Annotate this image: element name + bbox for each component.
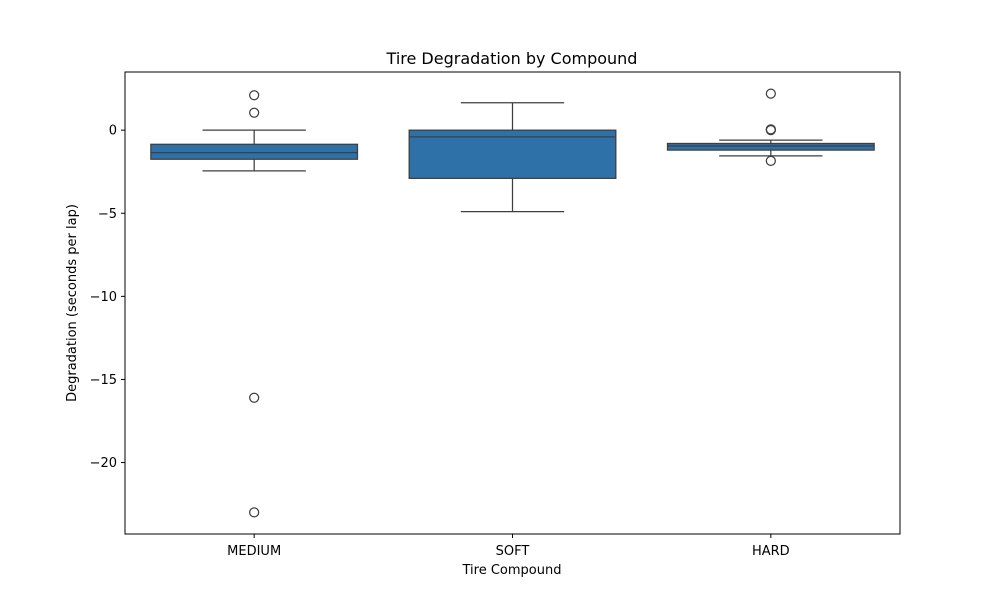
y-tick-label: −5 — [98, 207, 117, 222]
outlier-point — [765, 155, 776, 167]
outlier-point — [765, 88, 776, 99]
box — [150, 143, 359, 160]
y-axis: 0 −5 −10 −15 −20 — [90, 124, 125, 471]
outlier-point — [249, 507, 260, 518]
box-group — [150, 90, 359, 518]
outlier-point — [249, 392, 260, 403]
outlier-point — [249, 107, 260, 118]
x-tick-label: SOFT — [496, 544, 530, 559]
x-tick-label: MEDIUM — [227, 544, 281, 559]
y-tick-label: −20 — [90, 456, 117, 471]
x-tick-label: HARD — [752, 544, 790, 559]
x-axis: MEDIUM SOFT HARD — [227, 534, 790, 559]
chart-title: Tire Degradation by Compound — [386, 49, 638, 68]
y-tick-label: −10 — [90, 290, 117, 305]
y-axis-label: Degradation (seconds per lap) — [65, 204, 80, 402]
box — [408, 129, 617, 179]
y-tick-label: −15 — [90, 373, 117, 388]
box-group — [666, 88, 875, 167]
box — [666, 142, 875, 151]
outlier-point — [249, 90, 260, 101]
x-axis-label: Tire Compound — [462, 563, 562, 578]
y-tick-label: 0 — [109, 124, 117, 139]
plot-area — [150, 88, 875, 518]
box-group — [408, 102, 617, 213]
outlier-point — [765, 125, 776, 136]
